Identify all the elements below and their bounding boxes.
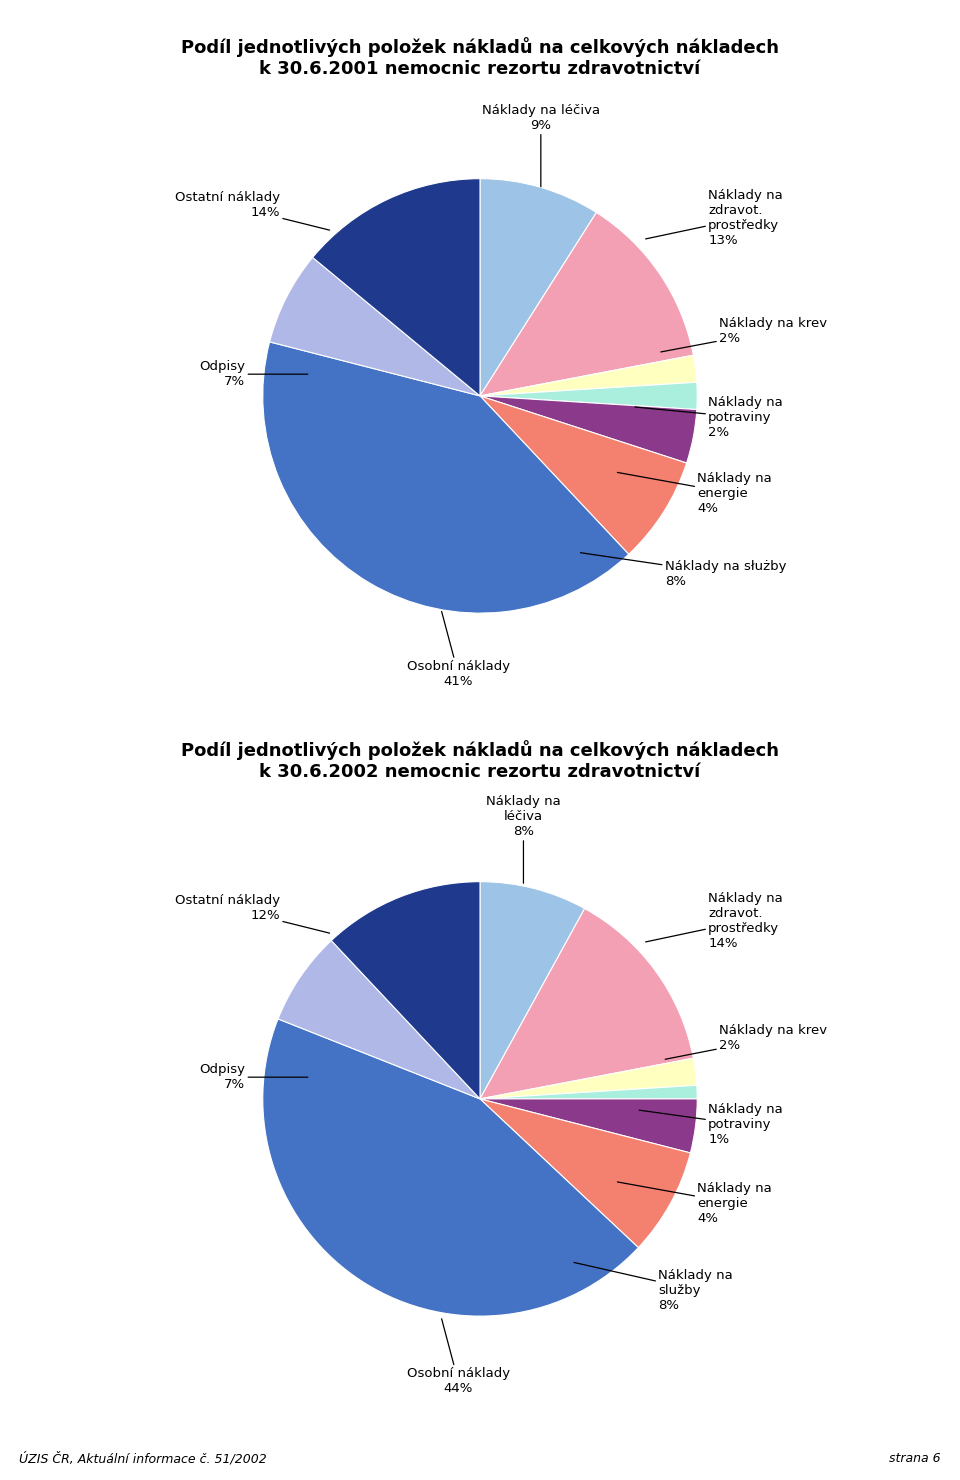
Text: strana 6: strana 6 xyxy=(889,1452,941,1465)
Wedge shape xyxy=(263,1018,638,1316)
Wedge shape xyxy=(480,1098,697,1153)
Text: Náklady na
energie
4%: Náklady na energie 4% xyxy=(617,472,772,515)
Wedge shape xyxy=(480,1085,697,1098)
Text: Ostatní náklady
14%: Ostatní náklady 14% xyxy=(175,191,329,229)
Text: Náklady na krev
2%: Náklady na krev 2% xyxy=(660,317,828,352)
Text: Ostatní náklady
12%: Ostatní náklady 12% xyxy=(175,894,329,932)
Wedge shape xyxy=(480,1058,697,1098)
Wedge shape xyxy=(278,941,480,1098)
Text: Náklady na
zdravot.
prostředky
14%: Náklady na zdravot. prostředky 14% xyxy=(646,892,782,950)
Wedge shape xyxy=(480,355,697,397)
Wedge shape xyxy=(480,213,693,397)
Wedge shape xyxy=(263,342,629,613)
Wedge shape xyxy=(480,397,686,554)
Wedge shape xyxy=(480,1098,690,1248)
Text: Náklady na
služby
8%: Náklady na služby 8% xyxy=(574,1262,732,1311)
Text: Odpisy
7%: Odpisy 7% xyxy=(200,360,308,388)
Wedge shape xyxy=(480,397,697,463)
Text: Náklady na
léčiva
8%: Náklady na léčiva 8% xyxy=(486,795,561,884)
Text: Náklady na służby
8%: Náklady na służby 8% xyxy=(581,552,786,588)
Text: Náklady na krev
2%: Náklady na krev 2% xyxy=(665,1024,828,1060)
Wedge shape xyxy=(480,909,693,1098)
Text: Podíl jednotlivých položek nákladů na celkových nákladech
k 30.6.2002 nemocnic r: Podíl jednotlivých položek nákladů na ce… xyxy=(181,740,779,781)
Wedge shape xyxy=(270,258,480,397)
Text: Náklady na
potraviny
1%: Náklady na potraviny 1% xyxy=(639,1104,782,1147)
Text: Osobní náklady
41%: Osobní náklady 41% xyxy=(407,611,510,688)
Text: Náklady na
zdravot.
prostředky
13%: Náklady na zdravot. prostředky 13% xyxy=(646,189,782,247)
Text: Odpisy
7%: Odpisy 7% xyxy=(200,1063,308,1091)
Wedge shape xyxy=(480,382,697,410)
Text: Náklady na
potraviny
2%: Náklady na potraviny 2% xyxy=(635,397,782,440)
Text: Náklady na
energie
4%: Náklady na energie 4% xyxy=(617,1181,772,1224)
Wedge shape xyxy=(480,179,596,397)
Text: Náklady na léčiva
9%: Náklady na léčiva 9% xyxy=(482,104,600,186)
Text: Osobní náklady
44%: Osobní náklady 44% xyxy=(407,1319,510,1396)
Text: ÚZIS ČR, Aktuální informace č. 51/2002: ÚZIS ČR, Aktuální informace č. 51/2002 xyxy=(19,1452,267,1465)
Wedge shape xyxy=(313,179,480,397)
Wedge shape xyxy=(331,882,480,1098)
Wedge shape xyxy=(480,882,585,1098)
Text: Podíl jednotlivých položek nákladů na celkových nákladech
k 30.6.2001 nemocnic r: Podíl jednotlivých položek nákladů na ce… xyxy=(181,37,779,78)
